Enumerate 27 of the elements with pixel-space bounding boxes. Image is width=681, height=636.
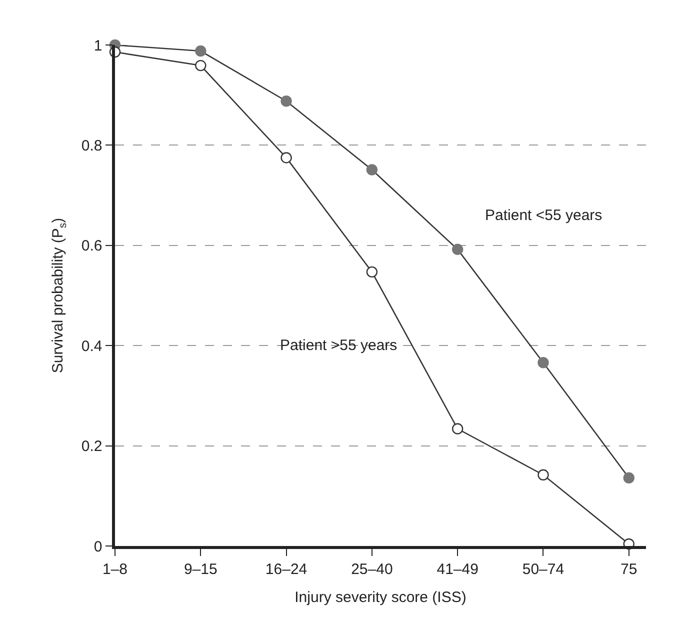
point: [538, 357, 549, 368]
x-axis-title: Injury severity score (ISS): [294, 588, 466, 606]
point: [280, 96, 292, 107]
point: [195, 45, 206, 57]
point: [366, 266, 378, 278]
y-tick-label: 0.4: [81, 338, 102, 355]
point: [452, 244, 464, 256]
x-tick-label: 1–8: [102, 560, 128, 578]
y-tick-label: 0.8: [81, 137, 102, 154]
point: [452, 423, 464, 434]
point: [623, 472, 634, 484]
x-tick-label: 9–15: [184, 560, 218, 578]
point: [538, 469, 549, 480]
x-tick-label: 41–49: [436, 560, 478, 578]
x-tick-label: 50–74: [522, 560, 564, 578]
x-tick-label: 75: [620, 560, 638, 578]
y-tick-label: 0: [94, 538, 102, 556]
x-tick-label: 25–40: [351, 560, 393, 578]
text: Patient <55 years: [485, 207, 602, 224]
point: [280, 152, 292, 164]
x-tick-label: 16–24: [265, 560, 308, 578]
point: [195, 60, 206, 72]
y-tick-label: 0.2: [81, 438, 102, 456]
point: [366, 164, 378, 176]
y-tick-label: 1: [94, 37, 102, 54]
series-label: Patient >55 years: [280, 337, 398, 354]
y-tick-label: 0.6: [81, 238, 102, 255]
